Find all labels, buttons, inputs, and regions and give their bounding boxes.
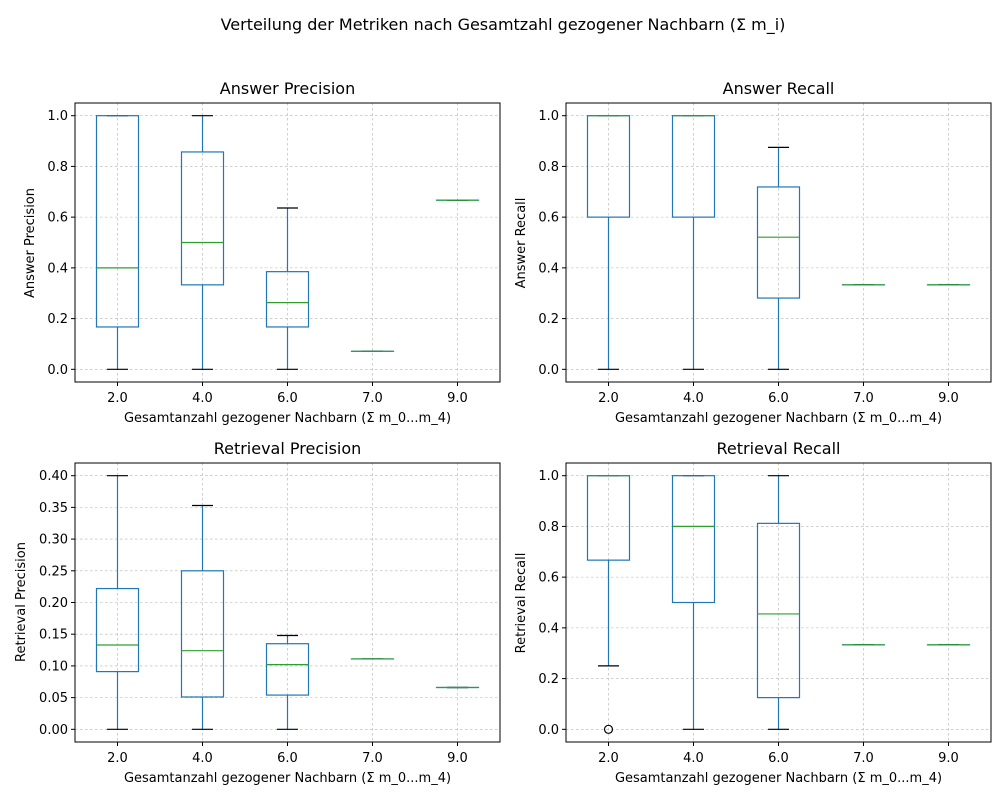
x-axis-label: Gesamtanzahl gezogener Nachbarn (Σ m_0..… — [615, 411, 942, 426]
y-tick-label: 0.6 — [538, 571, 559, 586]
y-axis-label: Retrieval Precision — [14, 542, 29, 662]
axis-ticks: 0.00 0.05 0.10 0.15 0.20 0.25 0.30 0.35 0.40 2.0 4… — [39, 469, 468, 766]
x-tick-label: 7.0 — [853, 751, 874, 766]
y-tick-label: 0.20 — [39, 596, 68, 611]
x-tick-label: 2.0 — [107, 391, 128, 406]
y-tick-label: 0.2 — [47, 312, 68, 327]
box-2.0 — [95, 115, 140, 370]
y-tick-label: 0.10 — [39, 659, 68, 674]
axis-ticks: 0.0 0.2 0.4 0.6 0.8 1.0 2.0 4.0 6.0 7.0 9.0 — [538, 469, 959, 766]
plot-marks — [586, 475, 971, 734]
x-tick-label: 4.0 — [683, 751, 704, 766]
y-tick-label: 1.0 — [47, 109, 68, 124]
axes-frame — [74, 102, 501, 383]
x-tick-label: 2.0 — [107, 751, 128, 766]
y-tick-label: 0.4 — [538, 621, 559, 636]
y-tick-label: 0.6 — [47, 211, 68, 226]
box-6.0 — [756, 146, 801, 370]
iqr-box — [265, 643, 310, 696]
box-6.0 — [265, 634, 310, 730]
y-tick-label: 1.0 — [538, 109, 559, 124]
box-4.0 — [671, 475, 716, 730]
x-tick-label: 4.0 — [683, 391, 704, 406]
subplot-title: Answer Precision — [220, 79, 355, 98]
axis-ticks: 0.0 0.2 0.4 0.6 0.8 1.0 2.0 4.0 6.0 7.0 9.0 — [47, 109, 468, 406]
x-tick-label: 2.0 — [598, 751, 619, 766]
x-tick-label: 4.0 — [192, 751, 213, 766]
outlier-point — [603, 724, 614, 734]
y-tick-label: 0.2 — [538, 672, 559, 687]
iqr-box — [95, 115, 140, 328]
x-tick-label: 6.0 — [768, 751, 789, 766]
x-axis-label: Gesamtanzahl gezogener Nachbarn (Σ m_0..… — [124, 411, 451, 426]
y-tick-label: 0.30 — [39, 533, 68, 548]
box-2.0 — [586, 115, 631, 370]
subplot-answer-precision: Answer Precision Gesamtanzahl gezogener … — [23, 79, 501, 426]
y-tick-label: 0.6 — [538, 211, 559, 226]
y-tick-label: 0.40 — [39, 469, 68, 484]
y-tick-label: 0.15 — [39, 628, 68, 643]
x-tick-label: 6.0 — [277, 751, 298, 766]
box-4.0 — [180, 115, 225, 370]
figure-suptitle: Verteilung der Metriken nach Gesamtzahl … — [221, 15, 786, 35]
iqr-box — [180, 570, 225, 698]
axes-frame — [565, 462, 992, 743]
y-tick-label: 0.8 — [47, 160, 68, 175]
subplot-title: Answer Recall — [723, 79, 835, 98]
y-tick-label: 0.00 — [39, 723, 68, 738]
iqr-box — [95, 587, 140, 673]
x-tick-label: 7.0 — [362, 751, 383, 766]
plot-marks — [95, 115, 480, 370]
x-tick-label: 7.0 — [853, 391, 874, 406]
subplot-answer-recall: Answer Recall Gesamtanzahl gezogener Nac… — [514, 79, 992, 426]
box-4.0 — [671, 115, 716, 370]
subplot-title: Retrieval Precision — [214, 439, 362, 458]
y-tick-label: 0.0 — [538, 723, 559, 738]
x-tick-label: 9.0 — [447, 391, 468, 406]
iqr-box — [265, 271, 310, 328]
x-tick-label: 7.0 — [362, 391, 383, 406]
y-axis-label: Answer Recall — [514, 198, 529, 289]
box-2.0 — [95, 475, 140, 730]
iqr-box — [756, 186, 801, 299]
y-tick-label: 1.0 — [538, 469, 559, 484]
plot-marks — [95, 475, 480, 730]
y-tick-label: 0.4 — [538, 261, 559, 276]
x-axis-label: Gesamtanzahl gezogener Nachbarn (Σ m_0..… — [124, 771, 451, 786]
y-tick-label: 0.2 — [538, 312, 559, 327]
y-axis-label: Retrieval Recall — [514, 553, 529, 654]
axis-ticks: 0.0 0.2 0.4 0.6 0.8 1.0 2.0 4.0 6.0 7.0 9.0 — [538, 109, 959, 406]
axes-frame — [565, 102, 992, 383]
iqr-box — [756, 522, 801, 699]
box-2.0 — [586, 475, 631, 734]
box-4.0 — [180, 504, 225, 730]
y-tick-label: 0.0 — [47, 363, 68, 378]
subplot-retrieval-recall: Retrieval Recall Gesamtanzahl gezogener … — [514, 439, 992, 786]
box-6.0 — [265, 207, 310, 370]
y-tick-label: 0.05 — [39, 691, 68, 706]
x-axis-label: Gesamtanzahl gezogener Nachbarn (Σ m_0..… — [615, 771, 942, 786]
x-tick-label: 6.0 — [768, 391, 789, 406]
y-axis-label: Answer Precision — [23, 188, 38, 298]
iqr-box — [180, 151, 225, 286]
box-6.0 — [756, 475, 801, 730]
x-tick-label: 9.0 — [938, 751, 959, 766]
y-tick-label: 0.25 — [39, 564, 68, 579]
y-tick-label: 0.0 — [538, 363, 559, 378]
x-tick-label: 9.0 — [938, 391, 959, 406]
x-tick-label: 6.0 — [277, 391, 298, 406]
subplot-title: Retrieval Recall — [717, 439, 841, 458]
y-tick-label: 0.4 — [47, 261, 68, 276]
subplot-retrieval-precision: Retrieval Precision Gesamtanzahl gezogen… — [14, 439, 501, 786]
x-tick-label: 9.0 — [447, 751, 468, 766]
plot-marks — [586, 115, 971, 370]
x-tick-label: 2.0 — [598, 391, 619, 406]
axes-frame — [74, 462, 501, 743]
y-tick-label: 0.35 — [39, 501, 68, 516]
y-tick-label: 0.8 — [538, 160, 559, 175]
x-tick-label: 4.0 — [192, 391, 213, 406]
iqr-box — [671, 475, 716, 604]
y-tick-label: 0.8 — [538, 520, 559, 535]
